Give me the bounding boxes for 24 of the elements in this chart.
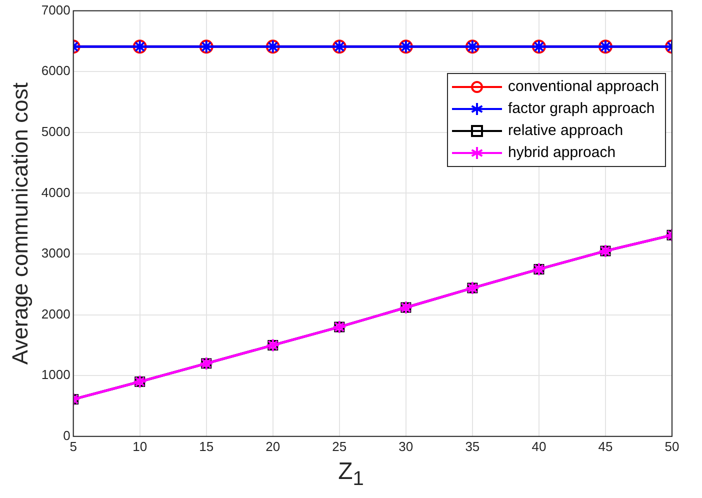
legend-label: conventional approach: [508, 78, 659, 96]
x-tick-label: 40: [532, 438, 546, 454]
legend-label: factor graph approach: [508, 100, 655, 118]
x-tick-label: 15: [199, 438, 214, 454]
x-tick-label: 45: [598, 438, 613, 454]
y-tick-label: 1000: [41, 367, 70, 382]
x-tick-label: 30: [398, 438, 414, 454]
y-tick-label: 7000: [41, 2, 70, 18]
legend-label: hybrid approach: [508, 144, 616, 162]
y-tick-label: 5000: [41, 124, 70, 139]
x-axis-title: Z$_{1}$: [337, 458, 365, 491]
legend-label: relative approach: [508, 122, 624, 140]
y-tick-label: 2000: [41, 306, 70, 322]
x-tick-label: 25: [332, 438, 347, 454]
y-axis-title: Average communication cost: [7, 82, 32, 365]
x-tick-label: 5: [70, 438, 77, 454]
x-tick-label: 35: [465, 438, 480, 454]
y-tick-label: 6000: [41, 63, 70, 78]
y-tick-label: 3000: [41, 246, 70, 261]
y-tick-label: 4000: [41, 184, 70, 200]
x-tick-label: 50: [664, 438, 680, 454]
x-tick-label: 20: [266, 438, 280, 454]
y-tick-label: 0: [63, 428, 70, 443]
x-tick-label: 10: [132, 438, 148, 454]
